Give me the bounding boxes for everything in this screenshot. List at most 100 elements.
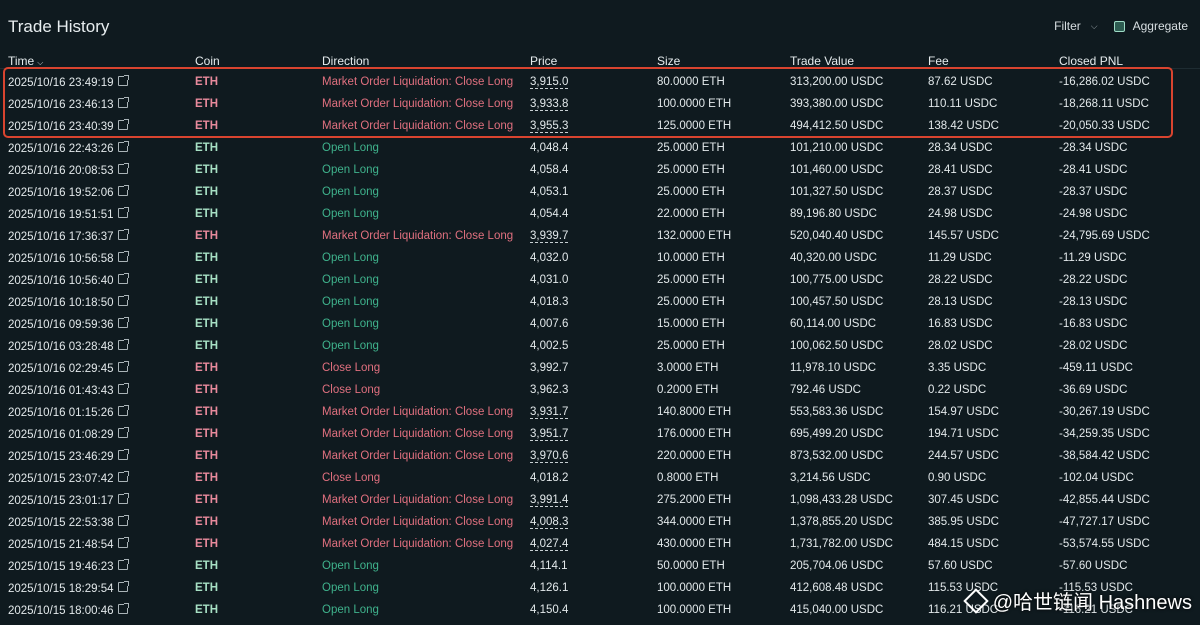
trade-value-cell-text: 520,040.40 USDC [790, 230, 884, 242]
external-link-icon[interactable] [117, 229, 129, 240]
table-header: Time ⌵ Coin Direction Price Size Trade Va… [0, 52, 1200, 69]
direction-cell-text: Open Long [322, 142, 379, 154]
time-cell-text: 2025/10/16 19:51:51 [8, 209, 114, 221]
coin-cell: ETH [195, 120, 218, 132]
external-link-icon[interactable] [117, 141, 129, 152]
table-row: 2025/10/16 01:15:26 ETH Market Order Liqui… [0, 402, 1200, 424]
fee-cell: 87.62 USDC [928, 76, 993, 88]
table-row: 2025/10/16 02:29:45 ETH Close Long 3,992.7 3… [0, 358, 1200, 380]
fee-cell-text: 57.60 USDC [928, 560, 993, 572]
fee-cell-text: 154.97 USDC [928, 406, 999, 418]
price-cell-text: 4,018.2 [530, 472, 569, 484]
external-link-icon[interactable] [117, 163, 129, 174]
external-link-icon[interactable] [117, 383, 129, 394]
time-cell-text: 2025/10/16 03:28:48 [8, 341, 114, 353]
closed-pnl-cell: -24,795.69 USDC [1059, 230, 1150, 242]
price-cell: 3,915.0 [530, 76, 569, 89]
size-cell-text: 25.0000 ETH [657, 340, 725, 352]
size-cell-text: 0.8000 ETH [657, 472, 719, 484]
coin-cell-text: ETH [195, 494, 218, 506]
closed-pnl-cell-text: -11.29 USDC [1059, 252, 1127, 264]
external-link-icon[interactable] [117, 251, 129, 262]
size-cell: 100.0000 ETH [657, 98, 731, 110]
external-link-icon[interactable] [117, 449, 129, 460]
external-link-icon[interactable] [117, 361, 129, 372]
trade-value-cell-text: 1,378,855.20 USDC [790, 516, 893, 528]
trade-value-cell: 1,098,433.28 USDC [790, 494, 893, 506]
coin-cell-text: ETH [195, 450, 218, 462]
external-link-icon[interactable] [117, 207, 129, 218]
fee-cell-text: 115.53 USDC [928, 582, 999, 594]
direction-cell: Open Long [322, 582, 379, 594]
filter-dropdown[interactable]: Filter ⌵ [1054, 19, 1098, 33]
external-link-icon[interactable] [117, 471, 129, 482]
size-cell: 25.0000 ETH [657, 186, 725, 198]
closed-pnl-cell-text: -53,574.55 USDC [1059, 538, 1150, 550]
external-link-icon[interactable] [117, 493, 129, 504]
external-link-icon[interactable] [117, 185, 129, 196]
direction-cell-text: Open Long [322, 296, 379, 308]
external-link-icon[interactable] [117, 537, 129, 548]
trade-value-cell-text: 1,098,433.28 USDC [790, 494, 893, 506]
price-cell: 3,933.8 [530, 98, 569, 111]
column-header-coin: Coin [195, 54, 220, 68]
external-link-icon[interactable] [117, 97, 129, 108]
external-link-icon[interactable] [117, 603, 129, 614]
table-row: 2025/10/15 18:29:54 ETH Open Long 4,126.1 10… [0, 578, 1200, 600]
fee-cell-text: 87.62 USDC [928, 76, 993, 88]
price-cell-text: 4,032.0 [530, 252, 569, 264]
closed-pnl-cell-text: -30,267.19 USDC [1059, 406, 1150, 418]
coin-cell: ETH [195, 560, 218, 572]
trade-value-cell-text: 873,532.00 USDC [790, 450, 884, 462]
direction-cell-text: Open Long [322, 186, 379, 198]
chevron-down-icon: ⌵ [1090, 20, 1098, 31]
aggregate-toggle[interactable]: Aggregate [1113, 19, 1188, 33]
trade-value-cell: 792.46 USDC [790, 384, 861, 396]
external-link-icon[interactable] [117, 581, 129, 592]
fee-cell: 28.37 USDC [928, 186, 993, 198]
fee-cell-text: 28.13 USDC [928, 296, 993, 308]
external-link-icon[interactable] [117, 75, 129, 86]
external-link-icon[interactable] [117, 339, 129, 350]
direction-cell: Open Long [322, 208, 379, 220]
time-cell-text: 2025/10/16 19:52:06 [8, 187, 114, 199]
time-cell: 2025/10/16 10:56:40 [8, 273, 129, 287]
time-cell: 2025/10/16 20:08:53 [8, 163, 129, 177]
trade-value-cell: 100,062.50 USDC [790, 340, 883, 352]
time-cell-text: 2025/10/16 10:18:50 [8, 297, 114, 309]
time-cell-text: 2025/10/16 01:15:26 [8, 407, 114, 419]
size-cell: 275.2000 ETH [657, 494, 731, 506]
trade-value-cell-text: 553,583.36 USDC [790, 406, 884, 418]
direction-cell: Open Long [322, 274, 379, 286]
price-cell-text: 4,053.1 [530, 186, 569, 198]
external-link-icon[interactable] [117, 273, 129, 284]
trade-value-cell: 520,040.40 USDC [790, 230, 883, 242]
external-link-icon[interactable] [117, 119, 129, 130]
direction-cell: Market Order Liquidation: Close Long [322, 450, 513, 462]
external-link-icon[interactable] [117, 317, 129, 328]
price-cell: 3,992.7 [530, 362, 568, 374]
trade-value-cell: 89,196.80 USDC [790, 208, 877, 220]
trade-value-cell-text: 60,114.00 USDC [790, 318, 877, 330]
direction-cell-text: Market Order Liquidation: Close Long [322, 494, 514, 506]
coin-cell-text: ETH [195, 252, 218, 264]
external-link-icon[interactable] [117, 515, 129, 526]
fee-cell: 24.98 USDC [928, 208, 993, 220]
external-link-icon[interactable] [117, 295, 129, 306]
time-cell: 2025/10/16 10:56:58 [8, 251, 129, 265]
external-link-icon[interactable] [117, 405, 129, 416]
fee-cell-text: 11.29 USDC [928, 252, 992, 264]
closed-pnl-cell-text: -38,584.42 USDC [1059, 450, 1150, 462]
trade-value-cell-text: 393,380.00 USDC [790, 98, 884, 110]
size-cell-text: 25.0000 ETH [657, 274, 725, 286]
size-cell: 10.0000 ETH [657, 252, 725, 264]
price-cell-text: 4,150.4 [530, 604, 569, 616]
price-cell-text: 3,991.4 [530, 494, 569, 507]
column-header-time[interactable]: Time ⌵ [8, 54, 43, 68]
fee-cell: 0.22 USDC [928, 384, 986, 396]
coin-cell-text: ETH [195, 230, 218, 242]
closed-pnl-cell-text: -28.34 USDC [1059, 142, 1128, 154]
external-link-icon[interactable] [117, 427, 129, 438]
external-link-icon[interactable] [117, 559, 129, 570]
aggregate-checkbox[interactable] [1113, 20, 1125, 32]
